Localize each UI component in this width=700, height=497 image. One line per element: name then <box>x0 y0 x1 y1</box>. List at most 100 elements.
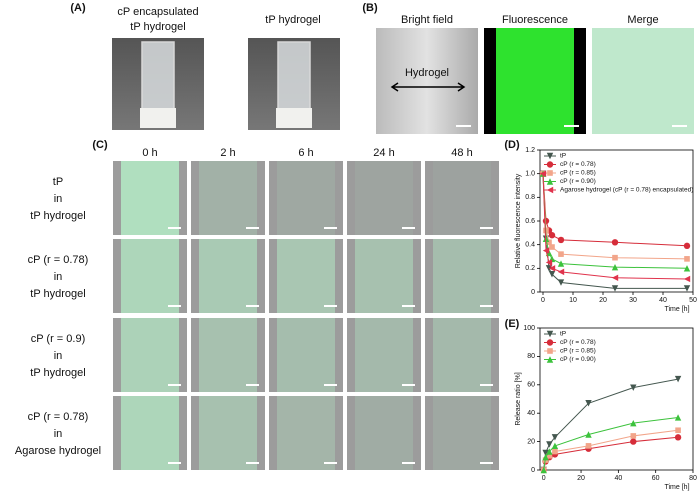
marker <box>548 232 556 239</box>
x-tick-label: 20 <box>577 475 585 482</box>
row-label: in <box>54 271 63 283</box>
gel <box>199 396 257 470</box>
marker <box>557 279 565 286</box>
marker <box>546 453 553 459</box>
vial-glass <box>141 41 175 113</box>
plot-frame <box>539 327 694 471</box>
x-tick-label: 30 <box>629 297 637 304</box>
gel <box>199 239 257 313</box>
photo <box>269 396 343 470</box>
panel-label: (A) <box>70 2 86 14</box>
marker <box>611 263 619 271</box>
arrow <box>390 82 466 92</box>
marker <box>540 466 547 474</box>
series-line <box>543 436 679 471</box>
y-tick-label: 0.8 <box>525 194 535 201</box>
y-tick-label: 0 <box>531 467 535 474</box>
y-tick-label: 20 <box>527 438 535 445</box>
legend-marker <box>546 152 554 160</box>
row-label: in <box>54 193 63 205</box>
marker <box>683 285 691 292</box>
marker <box>546 239 552 246</box>
x-tick-label: 60 <box>652 475 660 482</box>
marker <box>558 251 564 257</box>
legend-marker <box>546 178 554 185</box>
marker <box>557 236 565 244</box>
y-tick-label: 80 <box>527 353 535 360</box>
series-line <box>543 378 679 471</box>
marker <box>549 244 555 250</box>
legend-marker <box>546 330 554 338</box>
y-tick-label: 100 <box>523 325 535 332</box>
legend-label: cP (r = 0.78) <box>560 161 596 168</box>
marker <box>611 239 619 246</box>
photo <box>347 239 421 313</box>
marker <box>611 285 619 292</box>
panel-label: (D) <box>504 139 520 151</box>
photo <box>191 318 265 392</box>
marker <box>674 414 682 421</box>
x-tick-label: 0 <box>542 475 546 482</box>
panel-label: (E) <box>505 318 520 330</box>
photo <box>425 396 499 470</box>
legend-label: tP <box>560 153 566 160</box>
marker <box>542 449 549 457</box>
y-tick-label: 60 <box>527 382 535 389</box>
x-tick-label: 10 <box>569 297 577 304</box>
legend-label: cP (r = 0.85) <box>560 348 596 355</box>
x-tick-label: 40 <box>659 297 667 304</box>
photo <box>425 318 499 392</box>
row-label: cP (r = 0.78) <box>28 411 89 423</box>
column-header: 24 h <box>373 147 394 159</box>
marker <box>551 434 559 441</box>
caption: tP hydrogel <box>130 21 185 33</box>
legend-label: cP (r = 0.78) <box>560 339 596 346</box>
marker <box>683 242 691 250</box>
caption: cP encapsulated <box>117 6 198 18</box>
annotation: Hydrogel <box>405 67 449 79</box>
gel <box>277 239 335 313</box>
marker <box>548 265 556 272</box>
y-axis-label: Release ratio [%] <box>515 372 522 425</box>
gel <box>433 396 491 470</box>
marker <box>630 384 637 391</box>
legend-label: tP <box>560 331 566 338</box>
row-label: tP <box>53 176 63 188</box>
legend-marker <box>546 186 554 194</box>
x-tick-label: 50 <box>689 297 697 304</box>
marker <box>612 254 618 261</box>
y-tick-label: 0.4 <box>525 242 535 249</box>
y-tick-label: 1.0 <box>525 171 535 178</box>
row-label: cP (r = 0.9) <box>31 333 86 345</box>
x-tick-label: 80 <box>689 475 697 482</box>
marker <box>585 400 592 407</box>
legend-label: Agarose hydrogel (cP (r = 0.78) encapsul… <box>560 187 693 194</box>
gel <box>199 318 257 392</box>
series-line <box>543 429 679 471</box>
marker <box>630 433 637 439</box>
marker <box>630 438 637 445</box>
photo <box>347 318 421 392</box>
gel <box>433 161 491 235</box>
panel-label: (B) <box>362 2 378 14</box>
gel <box>277 161 335 235</box>
gel <box>277 396 335 470</box>
photo <box>376 28 478 134</box>
photo <box>347 161 421 235</box>
x-tick-label: 20 <box>599 297 607 304</box>
y-tick-label: 0.6 <box>525 218 535 225</box>
marker <box>684 256 690 262</box>
y-tick-label: 1.2 <box>525 147 535 154</box>
gel <box>433 318 491 392</box>
marker <box>683 275 691 283</box>
photo <box>592 28 694 134</box>
marker <box>542 454 549 461</box>
marker <box>557 268 565 276</box>
gel <box>355 161 413 235</box>
photo <box>269 318 343 392</box>
gel <box>277 318 335 392</box>
marker <box>546 441 553 448</box>
photo <box>425 161 499 235</box>
gel <box>121 161 179 235</box>
